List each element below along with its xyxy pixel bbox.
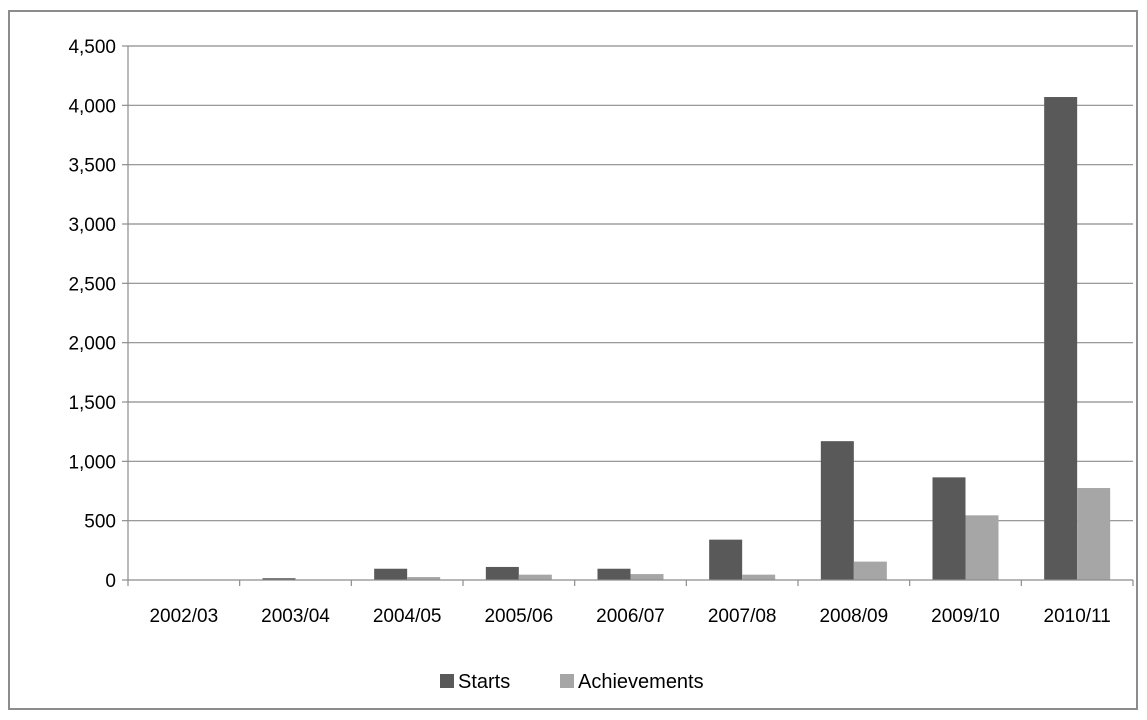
- bar-starts-2008-09: [820, 441, 854, 580]
- y-tick-label: 1,000: [68, 452, 116, 473]
- y-tick-label: 1,500: [68, 393, 116, 414]
- y-tick-label: 3,000: [68, 215, 116, 236]
- y-tick-label: 4,500: [68, 37, 116, 58]
- bar-achievements-2009-10: [965, 515, 999, 580]
- legend: Starts Achievements: [440, 671, 704, 693]
- bar-achievements-2006-07: [630, 574, 664, 580]
- y-tick-label: 2,000: [68, 334, 116, 355]
- bar-achievements-2005-06: [518, 574, 552, 580]
- bar-achievements-2008-09: [853, 561, 887, 580]
- x-tick-label: 2009/10: [931, 606, 1000, 627]
- y-tick-label: 4,000: [68, 96, 116, 117]
- x-tick-label: 2005/06: [484, 606, 553, 627]
- legend-swatch-starts: [440, 674, 454, 688]
- y-tick-label: 500: [84, 512, 116, 533]
- legend-swatch-achievements: [560, 674, 574, 688]
- x-tick-label: 2008/09: [819, 606, 888, 627]
- bars: [262, 97, 1111, 580]
- y-tick-label: 3,500: [68, 156, 116, 177]
- bar-starts-2005-06: [485, 566, 519, 580]
- bar-starts-2006-07: [597, 568, 631, 580]
- chart-frame: [8, 10, 1138, 710]
- x-tick-label: 2003/04: [261, 606, 330, 627]
- x-tick-label: 2007/08: [708, 606, 777, 627]
- y-axis: 0 500 1,000 1,500 2,000 2,500 3,000 3,500 4,000 4…: [68, 37, 129, 592]
- legend-label-starts: Starts: [458, 671, 510, 693]
- bar-achievements-2010-11: [1077, 488, 1111, 580]
- legend-label-achievements: Achievements: [578, 671, 704, 693]
- bar-starts-2007-08: [709, 539, 743, 580]
- bar-achievements-2007-08: [742, 574, 776, 580]
- x-tick-label: 2002/03: [149, 606, 218, 627]
- bar-achievements-2004-05: [407, 577, 441, 580]
- bar-starts-2003-04: [262, 578, 296, 580]
- bar-starts-2009-10: [932, 477, 966, 580]
- x-tick-label: 2006/07: [596, 606, 665, 627]
- y-tick-label: 2,500: [68, 274, 116, 295]
- x-axis: 2002/03 2003/04 2004/05 2005/06 2006/07 2007/…: [127, 579, 1134, 627]
- y-tick-label: 0: [105, 571, 116, 592]
- x-tick-label: 2004/05: [373, 606, 442, 627]
- bar-starts-2004-05: [374, 568, 408, 580]
- gridlines: [128, 45, 1133, 522]
- x-tick-label: 2010/11: [1044, 606, 1111, 627]
- bar-starts-2010-11: [1044, 97, 1078, 580]
